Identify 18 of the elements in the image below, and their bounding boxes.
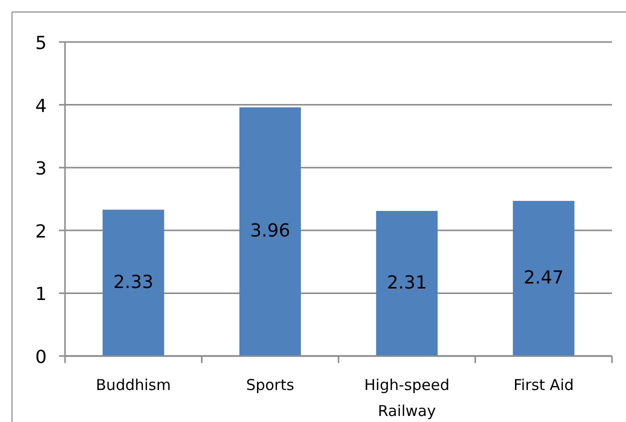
bar [512, 200, 574, 356]
x-tick-label: Sports [246, 376, 294, 394]
y-tick-label: 4 [35, 96, 47, 117]
y-tick-label: 3 [35, 158, 47, 180]
y-tick-label: 1 [35, 284, 47, 306]
y-tick-label: 2 [35, 221, 47, 242]
data-label: 3.96 [250, 220, 290, 242]
data-label: 2.31 [386, 272, 427, 294]
bar [102, 210, 164, 356]
bar [376, 210, 438, 356]
x-tick-label: Buddhism [96, 376, 171, 394]
y-tick-label: 5 [35, 33, 47, 54]
x-tick-label: First Aid [513, 376, 574, 394]
y-tick-label: 0 [35, 347, 47, 368]
data-label: 2.33 [113, 272, 154, 293]
bar [239, 107, 301, 356]
x-tick-label: High-speed Railway [364, 376, 450, 420]
data-label: 2.47 [524, 267, 564, 288]
